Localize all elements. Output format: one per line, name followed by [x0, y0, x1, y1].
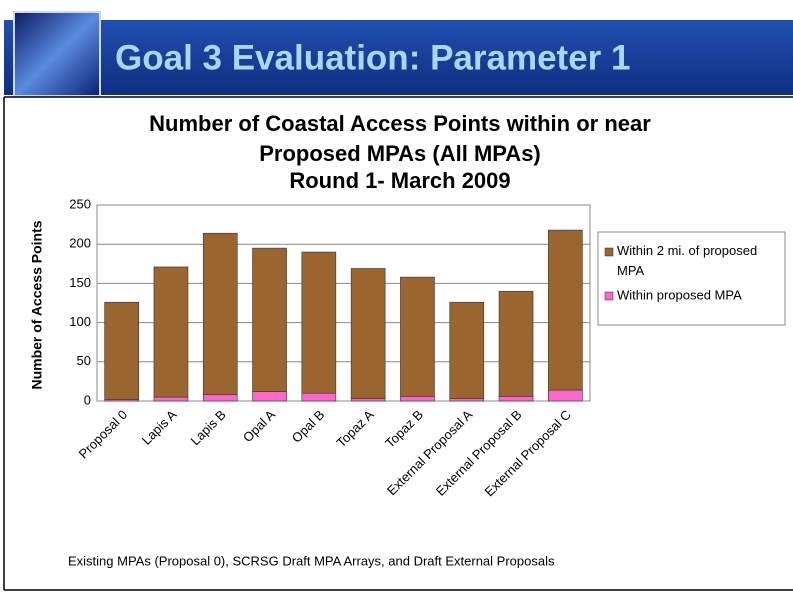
bar-segment: [400, 395, 435, 402]
y-tick-label: 100: [69, 314, 91, 329]
y-tick-label: 50: [77, 353, 91, 368]
bar-segment: [449, 301, 485, 399]
bar-segment: [400, 276, 435, 397]
bar-segment: [252, 247, 287, 392]
y-tick-label: 150: [69, 275, 91, 290]
bar-segment: [153, 266, 189, 398]
bar-segment: [301, 392, 337, 402]
bar-segment: [202, 394, 238, 402]
x-tick-label: Proposal 0: [76, 407, 131, 462]
bar-segment: [350, 268, 386, 399]
bar-segment: [498, 395, 534, 402]
chart-title: Number of Coastal Access Points within o…: [149, 111, 651, 136]
slide-title: Goal 3 Evaluation: Parameter 1: [115, 38, 630, 77]
logo: [13, 11, 101, 97]
bar-segment: [202, 232, 238, 396]
x-tick-label: Topaz A: [333, 407, 377, 451]
legend-swatch: [604, 291, 614, 301]
chart-title: Round 1- March 2009: [289, 168, 510, 193]
bar-segment: [548, 389, 583, 402]
bar-segment: [153, 396, 189, 402]
bar-segment: [449, 398, 485, 402]
footer: Existing MPAs (Proposal 0), SCRSG Draft …: [68, 553, 555, 568]
y-tick-label: 200: [69, 236, 91, 251]
legend: [597, 231, 786, 326]
y-tick-label: 0: [84, 392, 91, 407]
bar-segment: [104, 301, 139, 400]
x-tick-label: External Proposal B: [433, 407, 525, 499]
bar-segment: [252, 391, 287, 402]
y-tick-label: 250: [69, 196, 91, 211]
x-tick-label: Opal B: [289, 407, 328, 446]
x-tick-label: Topaz B: [382, 407, 426, 451]
legend-label: Within proposed MPA: [617, 287, 742, 302]
x-tick-label: Opal A: [240, 407, 278, 445]
bar-segment: [548, 229, 583, 391]
chart-title: Proposed MPAs (All MPAs): [259, 141, 541, 166]
bar-segment: [498, 290, 534, 397]
bar-segment: [301, 251, 337, 394]
legend-swatch: [604, 247, 614, 257]
bar-segment: [350, 398, 386, 402]
legend-label: Within 2 mi. of proposed MPA: [617, 243, 757, 278]
title-banner: [4, 20, 793, 95]
x-tick-label: External Proposal A: [384, 407, 476, 499]
y-axis-label: Number of Access Points: [29, 220, 45, 389]
x-tick-label: Lapis A: [139, 407, 180, 448]
x-tick-label: Lapis B: [188, 407, 229, 448]
x-tick-label: External Proposal C: [482, 407, 574, 499]
